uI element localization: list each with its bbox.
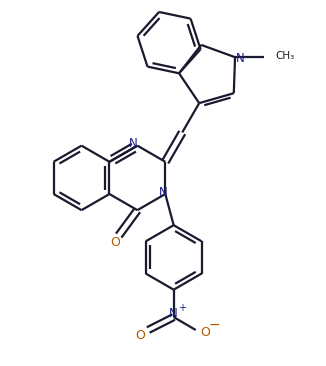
Text: N: N [159,186,168,199]
Text: CH₃: CH₃ [276,51,295,60]
Text: +: + [178,303,186,313]
Text: N: N [236,52,244,66]
Text: −: − [209,318,220,332]
Text: N: N [129,138,138,150]
Text: O: O [111,236,120,249]
Text: N: N [169,306,178,320]
Text: O: O [200,326,210,339]
Text: O: O [135,329,145,341]
